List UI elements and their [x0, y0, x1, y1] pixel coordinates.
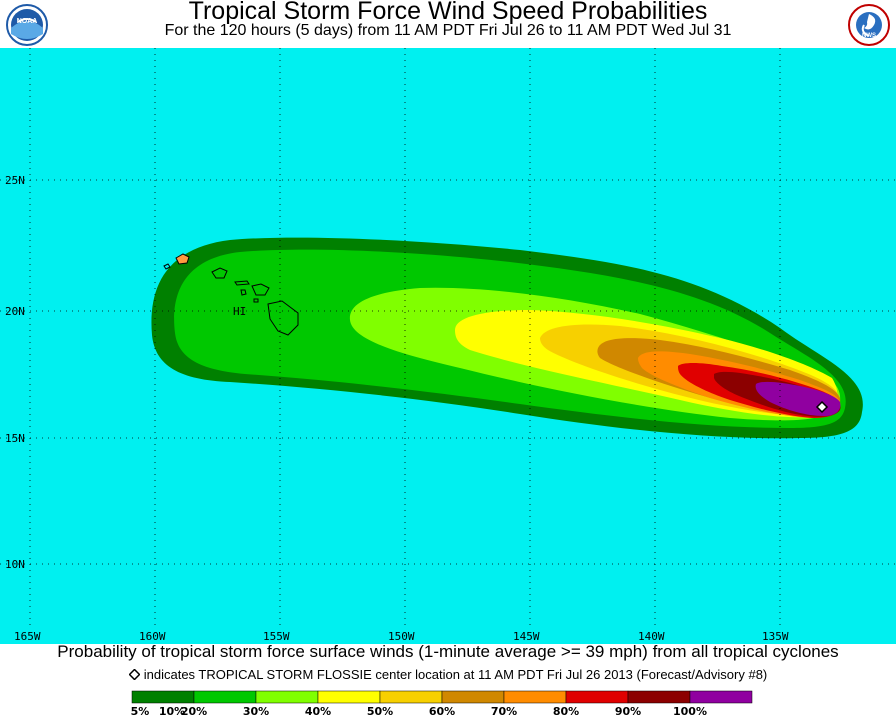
indicator-text: indicates TROPICAL STORM FLOSSIE center …: [143, 667, 768, 682]
legend-swatch: [193, 690, 257, 704]
legend-label: 5%: [131, 705, 150, 716]
lon-label-165w: 165W: [14, 630, 41, 643]
legend-label: 90%: [615, 705, 641, 716]
legend-swatch: [317, 690, 381, 704]
legend-label: 30%: [243, 705, 269, 716]
legend-swatch: [379, 690, 443, 704]
legend-label: 50%: [367, 705, 393, 716]
legend-label: 70%: [491, 705, 517, 716]
lat-label-10n: 10N: [5, 558, 25, 571]
legend-label: 80%: [553, 705, 579, 716]
legend-label: 100%: [673, 705, 707, 716]
island-label-hi: HI: [233, 305, 246, 318]
lon-label-155w: 155W: [263, 630, 290, 643]
legend-swatch: [627, 690, 691, 704]
island-kauai: [175, 253, 190, 265]
noaa-logo-text: NOAA: [16, 18, 38, 25]
legend-swatch: [565, 690, 629, 704]
legend-label: 60%: [429, 705, 455, 716]
island-kahoolawe: [253, 298, 259, 303]
nws-logo-text: NWS: [862, 33, 876, 39]
legend-swatch: [441, 690, 505, 704]
island-oahu: [211, 267, 228, 279]
lon-label-160w: 160W: [139, 630, 166, 643]
island-lanai: [240, 289, 247, 296]
header: NOAA Tropical Storm Force Wind Speed Pro…: [0, 0, 896, 48]
lon-label-145w: 145W: [513, 630, 540, 643]
island-molokai: [234, 280, 250, 286]
legend-label: 40%: [305, 705, 331, 716]
page-title: Tropical Storm Force Wind Speed Probabil…: [188, 0, 708, 25]
legend-label: 10%: [159, 705, 185, 716]
lat-label-25n: 25N: [5, 174, 25, 187]
lon-label-135w: 135W: [762, 630, 789, 643]
lat-label-15n: 15N: [5, 432, 25, 445]
diamond-key-icon: [128, 668, 141, 681]
noaa-logo: NOAA: [6, 4, 48, 46]
diamond-marker-icon: [815, 400, 829, 414]
legend-swatch: [131, 690, 195, 704]
lon-label-140w: 140W: [638, 630, 665, 643]
page-subtitle: For the 120 hours (5 days) from 11 AM PD…: [164, 22, 732, 39]
legend-swatch: [503, 690, 567, 704]
lon-label-150w: 150W: [388, 630, 415, 643]
island-niihau: [163, 263, 171, 270]
storm-indicator: indicates TROPICAL STORM FLOSSIE center …: [0, 667, 896, 682]
hawaiian-islands: [163, 253, 299, 336]
probability-legend: 5% 10%20% 30% 40% 50% 60% 70% 80% 90% 100%: [131, 690, 753, 716]
map-caption: Probability of tropical storm force surf…: [57, 642, 839, 661]
legend-labels: 5% 10%20% 30% 40% 50% 60% 70% 80% 90% 100%: [131, 705, 707, 716]
map-grid: [0, 48, 896, 630]
legend-label: 20%: [181, 705, 207, 716]
island-maui: [251, 283, 270, 296]
legend-swatch: [689, 690, 753, 704]
lat-label-20n: 20N: [5, 305, 25, 318]
legend-swatches: [131, 690, 753, 704]
island-hawaii: [267, 300, 299, 336]
footer: Probability of tropical storm force surf…: [0, 642, 896, 716]
probability-map: HI 25N 20N 15N 10N 165W 160W 155W 150W 1…: [0, 48, 896, 644]
nws-logo: NWS: [848, 4, 890, 46]
legend-swatch: [255, 690, 319, 704]
